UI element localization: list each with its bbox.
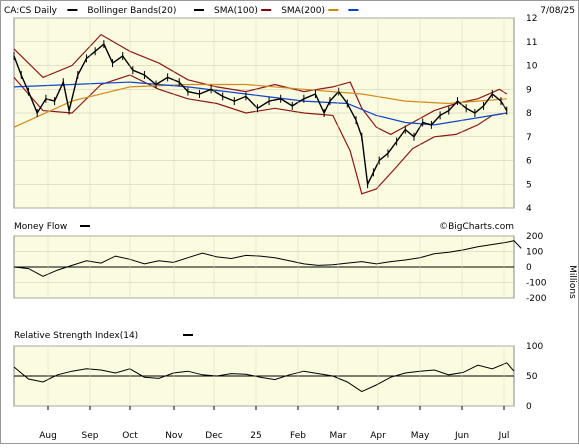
chart-date: 7/08/25 [540, 6, 575, 16]
bollinger-upper-line [13, 33, 508, 136]
mf-ytick-100: 100 [526, 248, 543, 258]
bollinger-lower-line [13, 74, 507, 195]
price-ytick-4: 4 [526, 204, 532, 214]
rsi-ytick-100: 100 [526, 342, 543, 352]
price-ytick-6: 6 [526, 157, 532, 167]
x-label-Aug: Aug [39, 431, 57, 441]
price-ytick-9: 9 [526, 85, 532, 95]
x-label-Sep: Sep [82, 431, 99, 441]
price-ytick-12: 12 [526, 14, 537, 24]
price-ytick-8: 8 [526, 109, 532, 119]
x-label-Oct: Oct [122, 431, 138, 441]
money-flow-line [13, 240, 522, 277]
x-label-Mar: Mar [330, 431, 347, 441]
legend-label-0: CA:CS Daily [4, 6, 58, 16]
rsi-title: Relative Strength Index(14) [14, 331, 138, 341]
mf-ytick--200: -200 [526, 294, 547, 304]
x-label-25: 25 [250, 431, 261, 441]
price-ytick-10: 10 [526, 62, 538, 72]
mf-ytick--100: -100 [526, 279, 547, 289]
x-label-Jun: Jun [454, 431, 469, 441]
rsi-line [13, 362, 515, 393]
rsi-ytick-0: 0 [526, 402, 532, 412]
x-label-Jul: Jul [498, 431, 510, 441]
money-flow-title: Money Flow [14, 222, 67, 232]
legend-label-3: SMA(200) [281, 6, 325, 16]
price-ytick-5: 5 [526, 180, 532, 190]
x-label-Nov: Nov [165, 431, 183, 441]
mf-ylabel: Millions [567, 265, 577, 299]
mf-ytick-0: 0 [526, 263, 532, 273]
rsi-ytick-50: 50 [526, 372, 538, 382]
watermark: ©BigCharts.com [439, 222, 514, 232]
x-label-Feb: Feb [290, 431, 306, 441]
x-label-Apr: Apr [370, 431, 386, 441]
x-label-Dec: Dec [205, 431, 222, 441]
legend-label-2: SMA(100) [214, 6, 258, 16]
legend-label-1: Bollinger Bands(20) [87, 6, 176, 16]
mf-ytick-200: 200 [526, 232, 543, 242]
price-ytick-7: 7 [526, 133, 532, 143]
price-ytick-11: 11 [526, 38, 537, 48]
x-label-May: May [411, 431, 430, 441]
